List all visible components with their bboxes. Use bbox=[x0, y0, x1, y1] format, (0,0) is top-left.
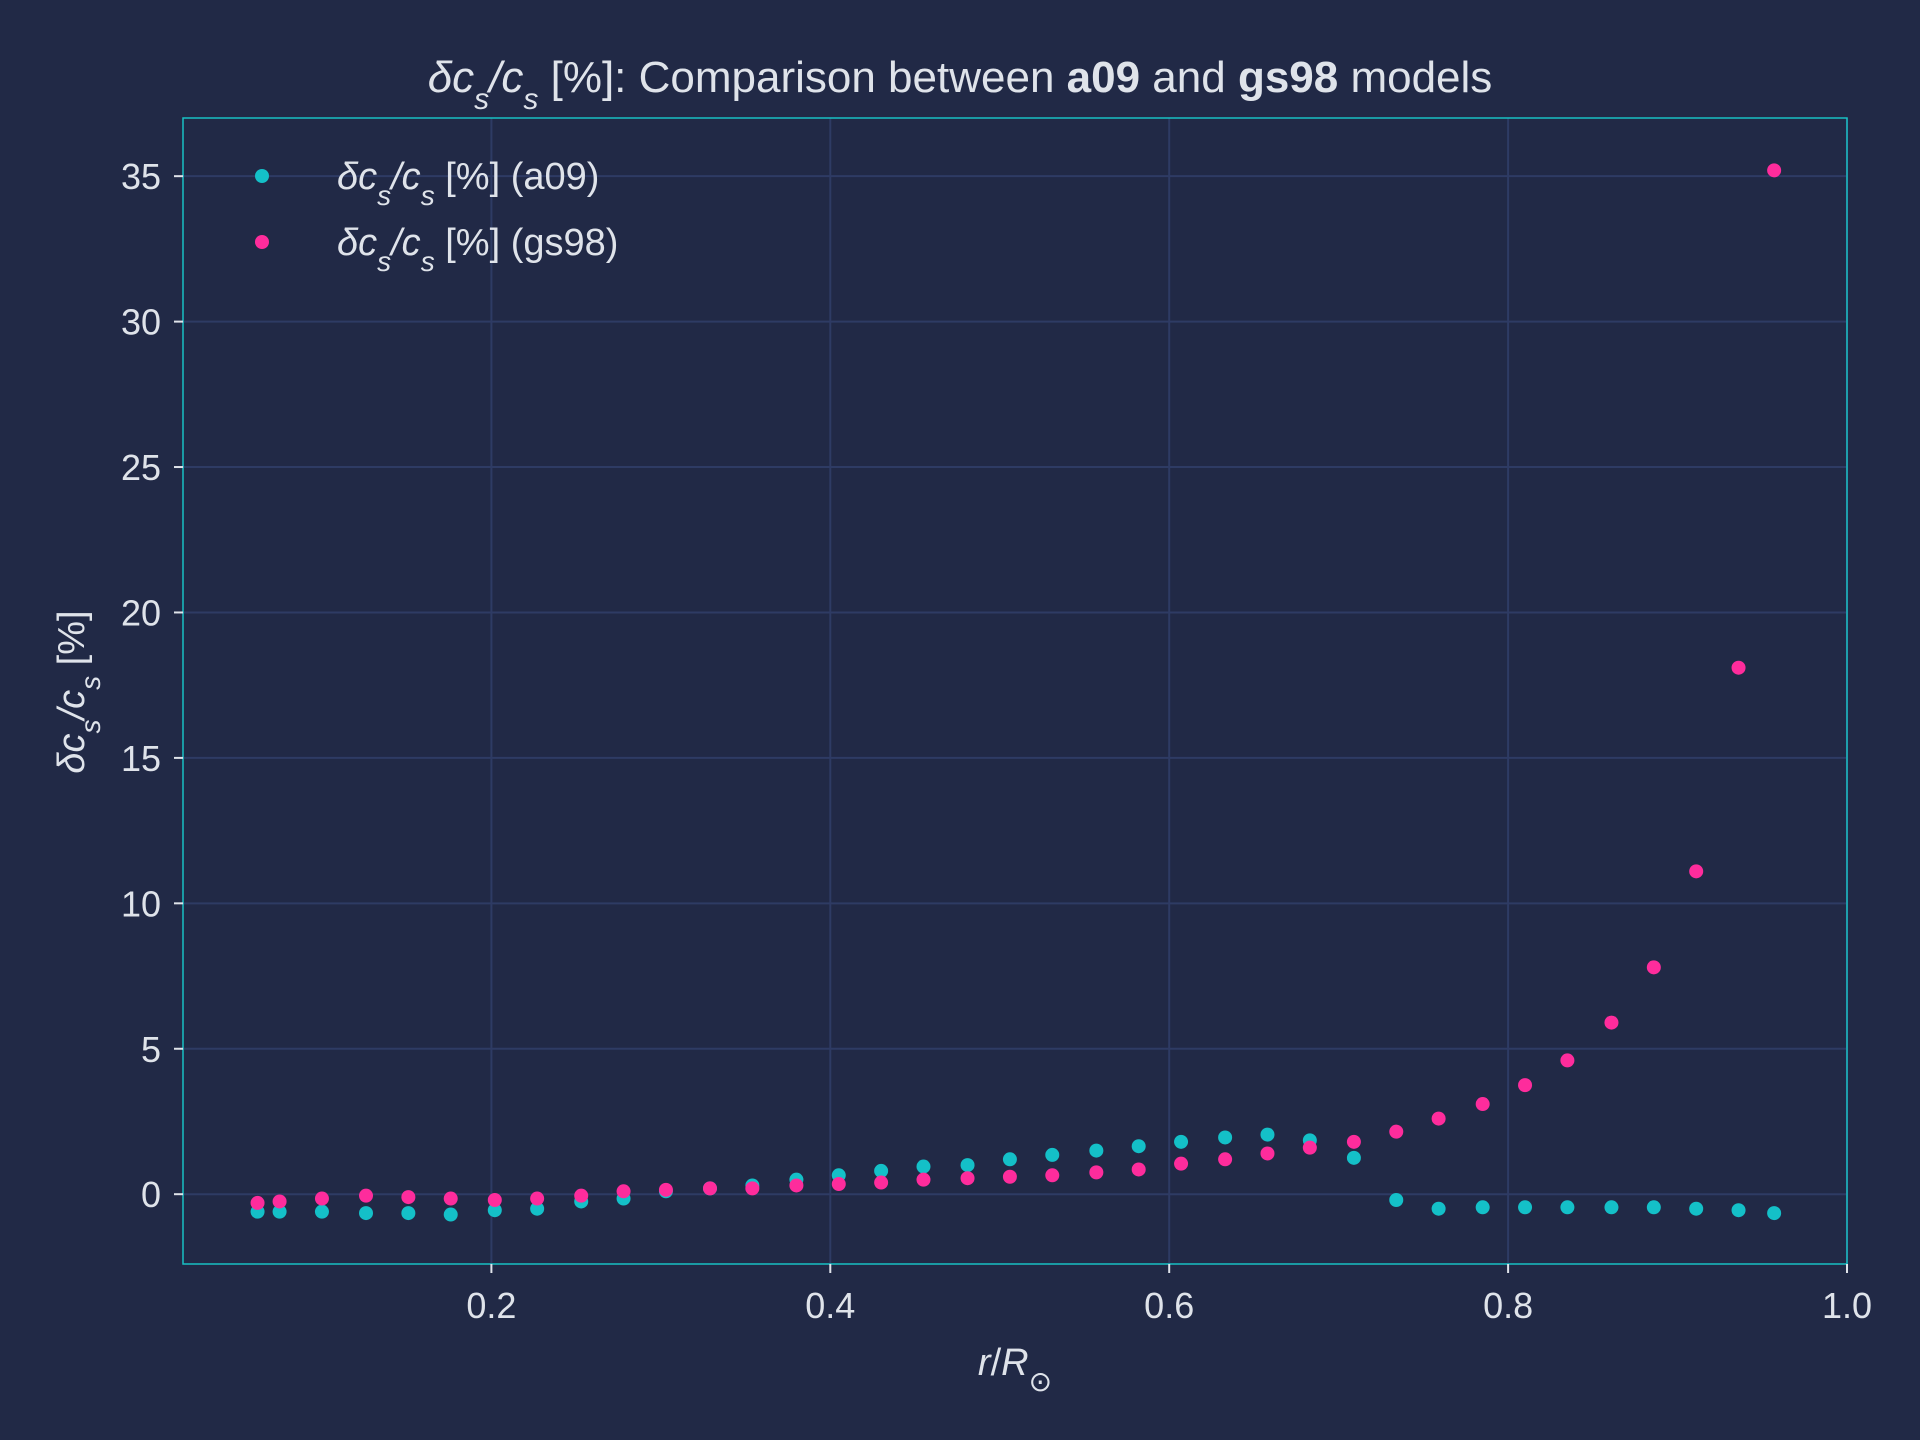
y-tick-label: 30 bbox=[121, 302, 161, 343]
data-point-gs98 bbox=[1174, 1156, 1189, 1171]
data-point-gs98 bbox=[831, 1177, 846, 1192]
data-point-a09 bbox=[1002, 1152, 1017, 1167]
data-point-a09 bbox=[1174, 1134, 1189, 1149]
y-tick-label: 35 bbox=[121, 156, 161, 197]
data-point-gs98 bbox=[359, 1188, 374, 1203]
data-point-a09 bbox=[874, 1163, 889, 1178]
data-point-a09 bbox=[960, 1158, 975, 1173]
data-point-a09 bbox=[401, 1206, 416, 1221]
data-point-a09 bbox=[1731, 1203, 1746, 1218]
data-point-a09 bbox=[1218, 1130, 1233, 1145]
y-tick-label: 25 bbox=[121, 447, 161, 488]
data-point-gs98 bbox=[1131, 1162, 1146, 1177]
data-point-gs98 bbox=[250, 1195, 265, 1210]
y-tick-label: 15 bbox=[121, 738, 161, 779]
data-points bbox=[250, 163, 1782, 1222]
data-point-a09 bbox=[1646, 1200, 1661, 1215]
legend-label-gs98: δcs/cs [%] (gs98) bbox=[337, 222, 618, 277]
data-point-gs98 bbox=[1604, 1015, 1619, 1030]
data-point-a09 bbox=[916, 1159, 931, 1174]
data-point-gs98 bbox=[1518, 1078, 1533, 1093]
y-tick-label: 10 bbox=[121, 883, 161, 924]
data-point-gs98 bbox=[1218, 1152, 1233, 1167]
data-point-gs98 bbox=[960, 1171, 975, 1186]
data-point-gs98 bbox=[1045, 1168, 1060, 1183]
data-point-gs98 bbox=[272, 1194, 287, 1209]
data-point-a09 bbox=[1131, 1139, 1146, 1154]
x-tick-label: 0.4 bbox=[805, 1285, 855, 1326]
x-tick-label: 0.6 bbox=[1144, 1285, 1194, 1326]
data-point-a09 bbox=[443, 1207, 458, 1222]
data-point-gs98 bbox=[443, 1191, 458, 1206]
x-tick-label: 1.0 bbox=[1822, 1285, 1872, 1326]
data-point-a09 bbox=[530, 1201, 545, 1216]
data-point-gs98 bbox=[874, 1175, 889, 1190]
legend-marker-gs98 bbox=[255, 235, 269, 249]
data-point-a09 bbox=[1604, 1200, 1619, 1215]
data-point-a09 bbox=[359, 1206, 374, 1221]
data-point-gs98 bbox=[1346, 1134, 1361, 1149]
data-point-gs98 bbox=[1089, 1165, 1104, 1180]
data-point-a09 bbox=[1475, 1200, 1490, 1215]
data-point-gs98 bbox=[745, 1181, 760, 1196]
y-tick-label: 20 bbox=[121, 592, 161, 633]
data-point-a09 bbox=[1431, 1201, 1446, 1216]
legend-label-a09: δcs/cs [%] (a09) bbox=[337, 156, 599, 211]
data-point-gs98 bbox=[789, 1178, 804, 1193]
data-point-a09 bbox=[1389, 1193, 1404, 1208]
data-point-gs98 bbox=[1431, 1111, 1446, 1126]
data-point-a09 bbox=[1260, 1127, 1275, 1142]
data-point-gs98 bbox=[1475, 1097, 1490, 1112]
data-point-gs98 bbox=[1302, 1140, 1317, 1155]
data-point-gs98 bbox=[1731, 660, 1746, 675]
data-point-gs98 bbox=[530, 1191, 545, 1206]
legend-marker-a09 bbox=[255, 169, 269, 183]
data-point-gs98 bbox=[401, 1190, 416, 1205]
plot-frame bbox=[182, 117, 1848, 1265]
data-point-gs98 bbox=[574, 1188, 589, 1203]
data-point-a09 bbox=[1518, 1200, 1533, 1215]
data-point-a09 bbox=[314, 1204, 329, 1219]
series-gs98 bbox=[250, 163, 1782, 1210]
data-point-a09 bbox=[1089, 1143, 1104, 1158]
legend: δcs/cs [%] (a09) δcs/cs [%] (gs98) bbox=[255, 156, 618, 277]
data-point-gs98 bbox=[1260, 1146, 1275, 1161]
x-tick-label: 0.2 bbox=[466, 1285, 516, 1326]
data-point-a09 bbox=[1346, 1150, 1361, 1165]
x-tick-label: 0.8 bbox=[1483, 1285, 1533, 1326]
y-axis-label: δcs/cs [%] bbox=[51, 610, 106, 773]
data-point-gs98 bbox=[658, 1182, 673, 1197]
data-point-gs98 bbox=[1389, 1124, 1404, 1139]
data-point-a09 bbox=[272, 1204, 287, 1219]
x-axis-label: r/R⊙ bbox=[978, 1342, 1052, 1397]
data-point-gs98 bbox=[1767, 163, 1782, 178]
legend-item-gs98: δcs/cs [%] (gs98) bbox=[255, 222, 618, 277]
data-point-gs98 bbox=[487, 1193, 502, 1208]
data-point-a09 bbox=[1767, 1206, 1782, 1221]
data-point-gs98 bbox=[1560, 1053, 1575, 1068]
data-point-gs98 bbox=[702, 1181, 717, 1196]
data-point-gs98 bbox=[916, 1172, 931, 1187]
data-point-gs98 bbox=[1646, 960, 1661, 975]
y-tick-label: 0 bbox=[141, 1174, 161, 1215]
data-point-a09 bbox=[1560, 1200, 1575, 1215]
data-point-a09 bbox=[1045, 1147, 1060, 1162]
data-point-gs98 bbox=[314, 1191, 329, 1206]
data-point-a09 bbox=[1689, 1201, 1704, 1216]
data-point-gs98 bbox=[1689, 864, 1704, 879]
data-point-gs98 bbox=[1002, 1169, 1017, 1184]
chart-title: δcs/cs [%]: Comparison between a09 and g… bbox=[428, 53, 1493, 116]
ticks: 0.2 0.4 0.6 0.8 1.0 0 5 10 15 20 25 30 35 bbox=[121, 156, 1872, 1326]
data-point-gs98 bbox=[616, 1184, 631, 1199]
y-tick-label: 5 bbox=[141, 1029, 161, 1070]
data-point-a09 bbox=[487, 1203, 502, 1218]
legend-item-a09: δcs/cs [%] (a09) bbox=[255, 156, 599, 211]
